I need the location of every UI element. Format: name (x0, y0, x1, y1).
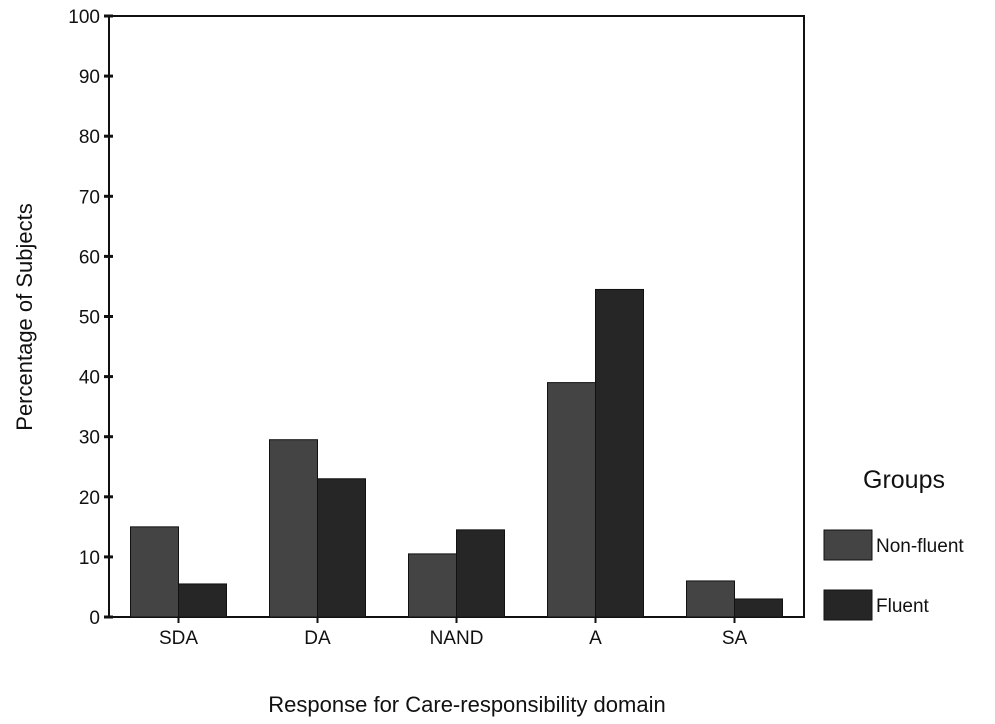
bar-fluent-da (317, 478, 366, 618)
y-axis-title: Percentage of Subjects (12, 203, 37, 430)
legend-label-non-fluent: Non-fluent (876, 536, 964, 557)
y-tick-label: 80 (79, 127, 100, 148)
y-tick-label: 100 (68, 7, 100, 28)
x-tick-label: NAND (430, 628, 484, 649)
y-tick-label: 0 (89, 608, 100, 629)
bar-non-fluent-sa (686, 580, 735, 618)
y-tick-label: 10 (79, 548, 100, 569)
bar-non-fluent-da (269, 439, 318, 618)
plot-frame (108, 15, 805, 618)
bar-non-fluent-nand (408, 553, 457, 618)
x-axis-ticks: SDA DA NAND A SA (159, 617, 748, 649)
legend-swatch-fluent (823, 589, 873, 621)
y-axis-ticks: 0 10 20 30 40 50 60 70 80 90 100 (68, 7, 113, 629)
x-tick-label: SA (722, 628, 748, 649)
y-tick-label: 50 (79, 308, 100, 329)
legend-label-fluent: Fluent (876, 596, 930, 617)
x-tick-label: A (589, 628, 602, 649)
bars (130, 288, 783, 618)
y-tick-label: 60 (79, 247, 100, 268)
y-tick-label: 20 (79, 488, 100, 509)
bar-fluent-a (595, 288, 644, 618)
bar-fluent-sa (734, 598, 783, 618)
x-axis-title: Response for Care-responsibility domain (268, 692, 665, 717)
x-tick-label: SDA (159, 628, 198, 649)
bar-non-fluent-a (547, 382, 596, 618)
bar-non-fluent-sda (130, 526, 179, 618)
y-tick-label: 90 (79, 67, 100, 88)
legend-title: Groups (863, 466, 945, 494)
y-tick-label: 40 (79, 368, 100, 389)
y-tick-label: 70 (79, 187, 100, 208)
legend-swatch-non-fluent (823, 529, 873, 561)
legend: Non-fluent Fluent (823, 529, 964, 621)
x-tick-label: DA (304, 628, 331, 649)
bar-fluent-sda (178, 583, 227, 618)
bar-fluent-nand (456, 529, 505, 618)
y-tick-label: 30 (79, 428, 100, 449)
